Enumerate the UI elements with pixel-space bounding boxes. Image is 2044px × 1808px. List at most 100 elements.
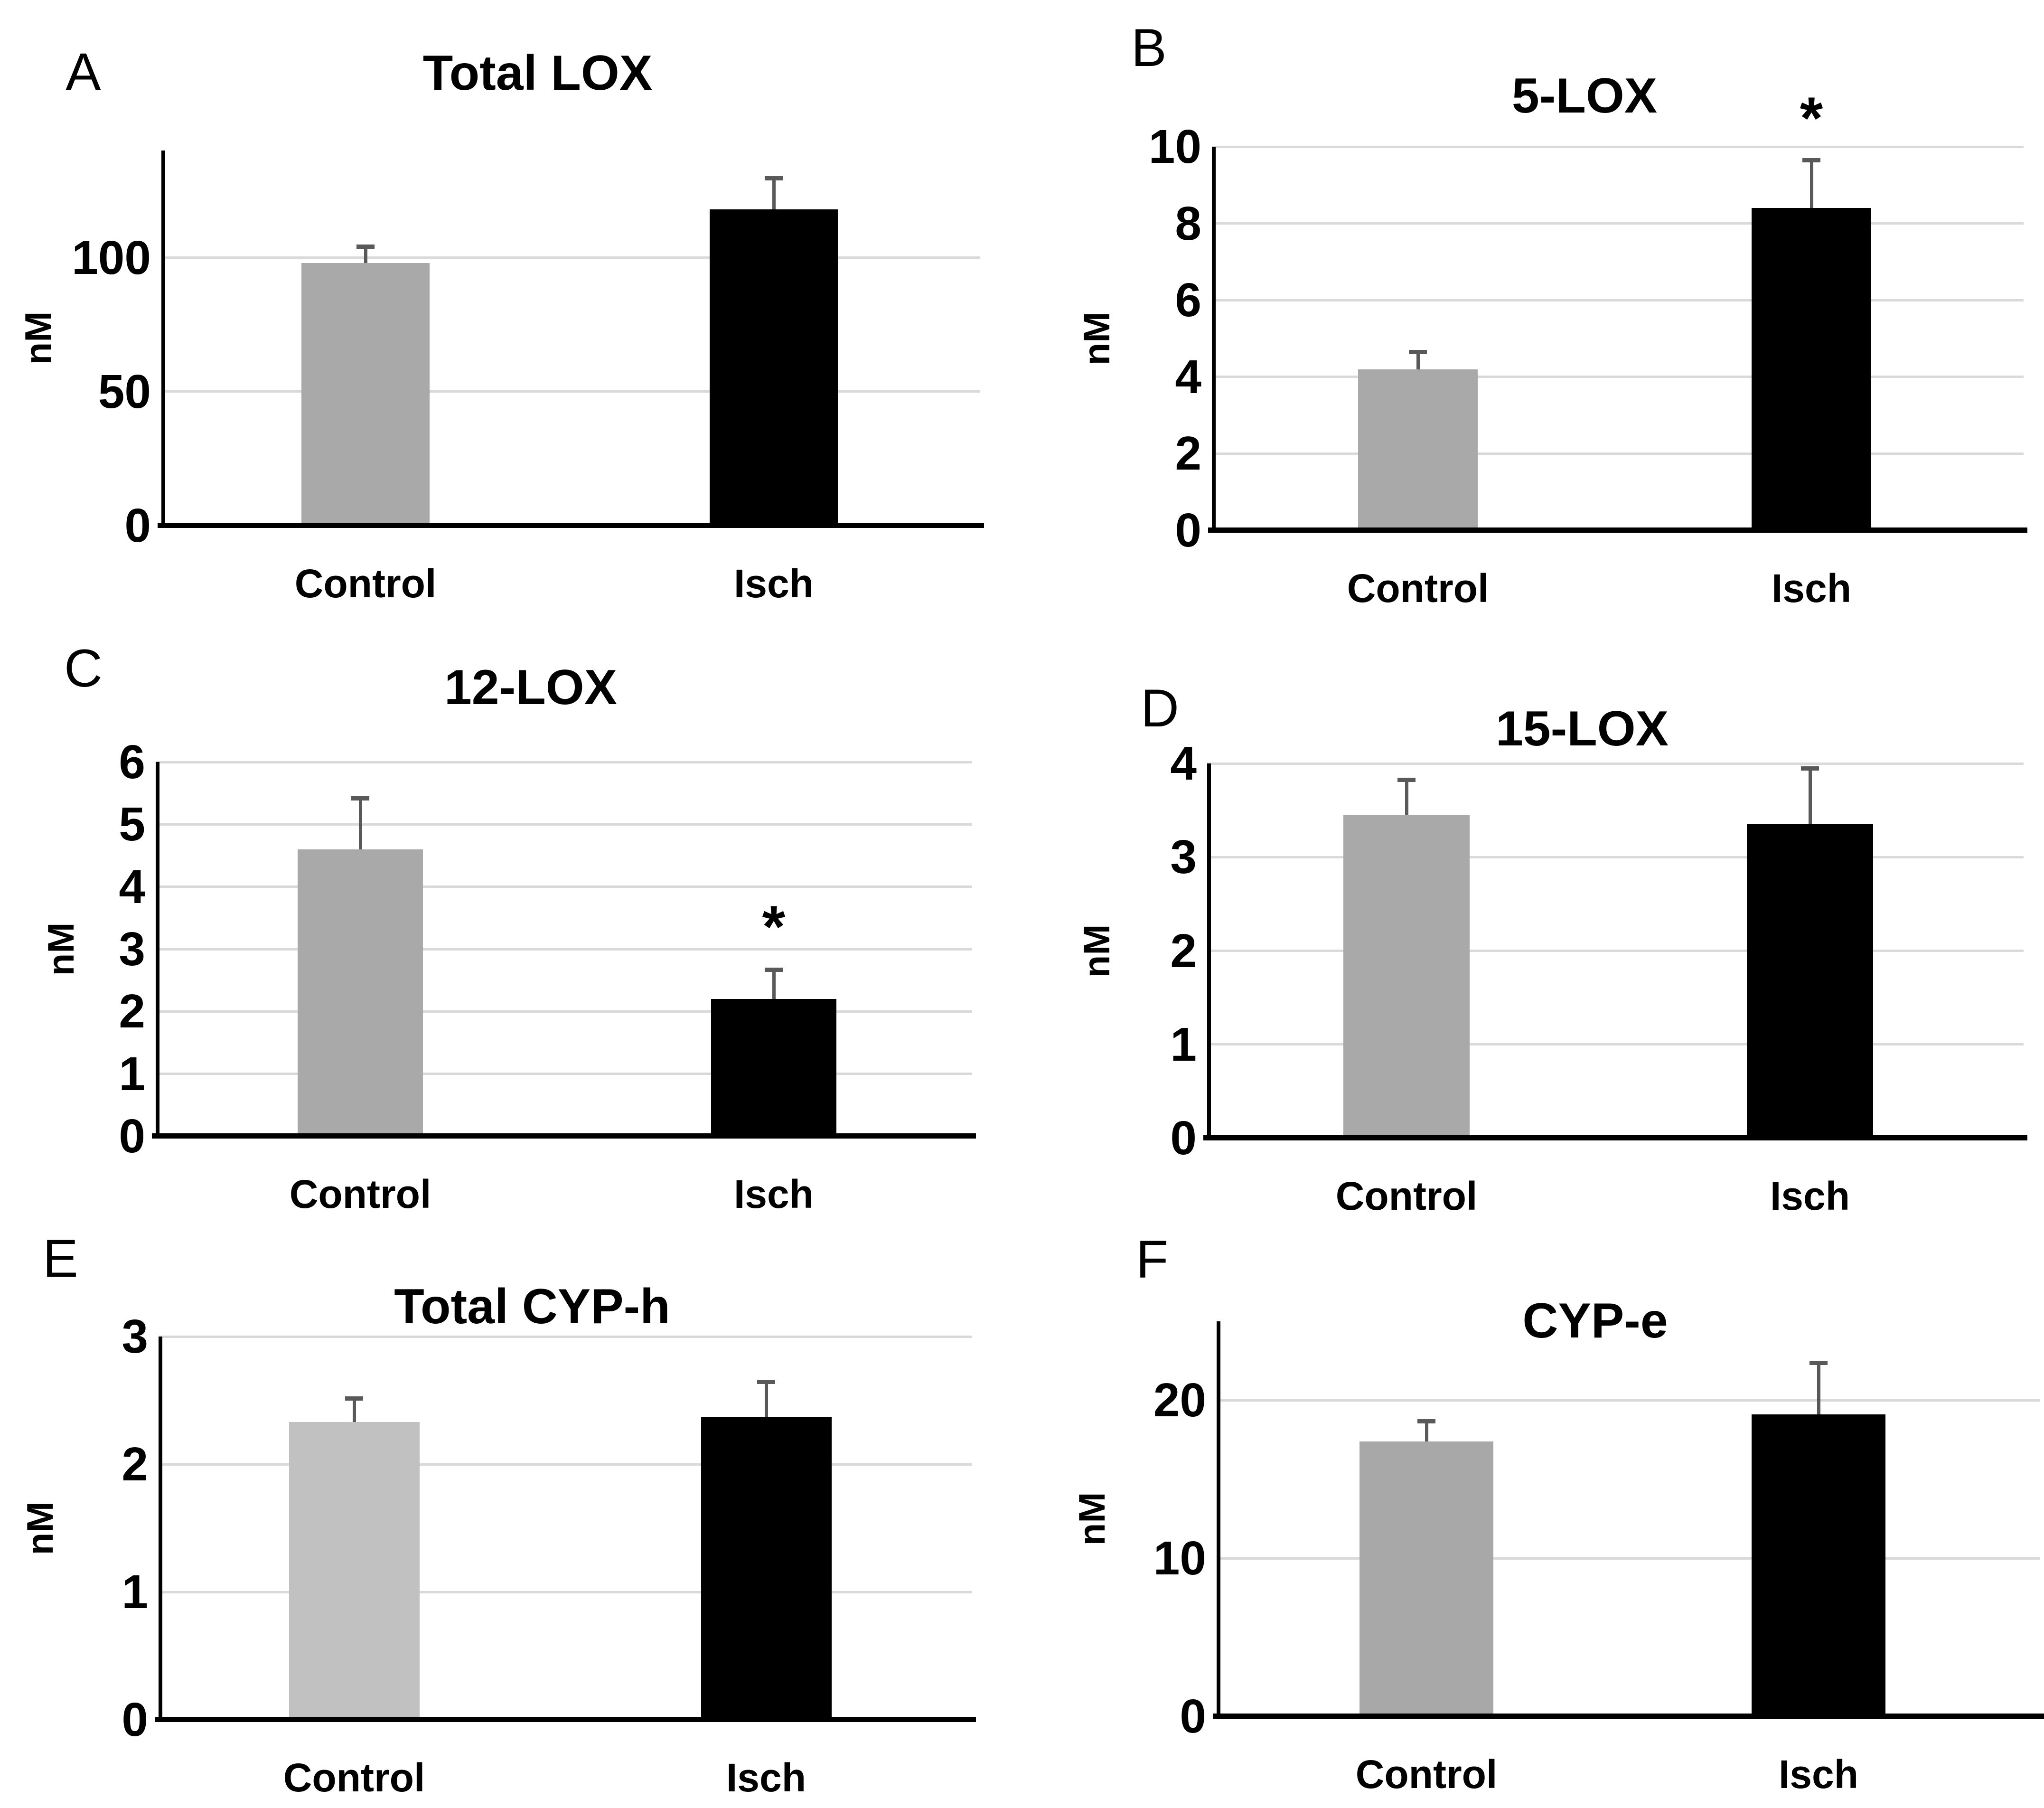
- x-category-label: Isch: [733, 1172, 814, 1216]
- y-tick-label: 5: [119, 798, 145, 851]
- bar-control: [298, 849, 423, 1136]
- y-tick-label: 0: [1170, 1111, 1197, 1165]
- y-tick-label: 2: [1175, 427, 1201, 480]
- chart-title-e: Total CYP-h: [394, 1279, 670, 1334]
- x-category-label: Control: [1347, 566, 1489, 611]
- x-axis-line: [158, 523, 984, 528]
- error-bar: [364, 244, 367, 263]
- y-axis-line: [1207, 763, 1211, 1138]
- gridline: [1212, 452, 2024, 455]
- gridline: [156, 823, 972, 826]
- gridline: [156, 1073, 972, 1075]
- chart-title-f: CYP-e: [1522, 1293, 1668, 1348]
- x-category-label: Isch: [726, 1755, 806, 1800]
- gridline: [1217, 1399, 2040, 1402]
- bar-control: [289, 1422, 420, 1720]
- bar-control: [1360, 1441, 1493, 1716]
- panel-letter-e: E: [43, 1229, 78, 1288]
- gridline: [161, 256, 980, 259]
- gridline: [1212, 222, 2024, 225]
- gridline: [1207, 762, 2024, 765]
- gridline: [159, 1591, 972, 1593]
- significance-asterisk: *: [762, 894, 786, 960]
- bar-control: [1343, 815, 1470, 1138]
- error-bar: [1416, 350, 1420, 369]
- error-bar: [1425, 1419, 1428, 1441]
- gridline: [161, 390, 980, 393]
- panel-f: F CYP-e 0 10 20 nM Control Isch: [1022, 1205, 2044, 1808]
- gridline: [1212, 376, 2024, 378]
- error-bar-cap: [351, 796, 369, 801]
- error-bar: [1810, 158, 1813, 208]
- y-tick-label: 100: [72, 231, 151, 284]
- error-bar-cap: [765, 968, 783, 972]
- y-tick-label: 4: [1170, 737, 1197, 790]
- y-tick-label: 8: [1175, 197, 1201, 250]
- x-category-label: Isch: [733, 561, 814, 606]
- chart-title-b: 5-LOX: [1511, 68, 1658, 123]
- y-tick-label: 0: [124, 499, 151, 552]
- gridline: [1207, 1043, 2024, 1046]
- plot-area-e: Control Isch: [155, 1335, 976, 1798]
- x-category-label: Isch: [1778, 1752, 1859, 1797]
- bar-isch: [701, 1417, 832, 1720]
- gridline: [1207, 856, 2024, 858]
- y-tick-label: 3: [119, 923, 145, 976]
- y-tick-label: 3: [122, 1310, 148, 1363]
- plot-area-d: Control Isch: [1203, 762, 2027, 1216]
- error-bar: [1405, 777, 1408, 815]
- error-bar-cap: [356, 244, 375, 249]
- plot-area-f: Control Isch: [1213, 1321, 2044, 1794]
- error-bar-cap: [1801, 766, 1819, 771]
- error-bar-cap: [765, 176, 783, 180]
- y-tick-label: 2: [122, 1438, 148, 1491]
- x-axis-line: [152, 1133, 976, 1139]
- bar-isch: [1752, 1414, 1885, 1716]
- bar-isch: [1747, 824, 1873, 1138]
- error-bar-cap: [1810, 1361, 1828, 1365]
- error-bar: [358, 796, 362, 849]
- error-bar-cap: [1802, 158, 1820, 163]
- gridline: [1217, 1557, 2040, 1560]
- y-tick-label: 2: [1170, 924, 1197, 978]
- x-category-label: Control: [1355, 1752, 1498, 1797]
- y-axis-line: [156, 762, 159, 1136]
- y-tick-label: 0: [1175, 504, 1201, 557]
- x-category-label: Control: [289, 1172, 431, 1216]
- gridline: [156, 885, 972, 888]
- y-axis-unit-label: nM: [19, 1501, 61, 1555]
- panel-letter-a: A: [66, 42, 101, 102]
- x-axis-line: [1213, 1714, 2044, 1719]
- error-bar: [1808, 766, 1812, 825]
- y-axis-line: [159, 1337, 162, 1720]
- y-tick-label: 4: [1175, 350, 1201, 404]
- error-bar: [772, 968, 776, 999]
- y-axis-line: [1212, 147, 1216, 530]
- error-bar-cap: [1409, 350, 1427, 355]
- gridline: [156, 1010, 972, 1013]
- panel-a: A Total LOX 0 50 100 nM Control Isch: [0, 0, 1022, 603]
- y-tick-label: 0: [119, 1110, 145, 1163]
- x-category-label: Control: [283, 1755, 425, 1800]
- x-category-label: Control: [1335, 1174, 1478, 1218]
- y-tick-label: 0: [122, 1693, 148, 1746]
- plot-area-b: Control Isch *: [1208, 89, 2027, 608]
- gridline: [159, 1335, 972, 1338]
- x-category-label: Control: [294, 561, 437, 606]
- y-tick-label: 20: [1153, 1374, 1206, 1427]
- chart-title-a: Total LOX: [422, 46, 653, 101]
- y-tick-label: 3: [1170, 830, 1197, 884]
- panel-b: B 5-LOX 0 2 4 6 8 10 nM Control Isch *: [1022, 0, 2044, 608]
- y-tick-label: 50: [98, 365, 151, 418]
- y-tick-label: 1: [122, 1565, 148, 1619]
- x-axis-line: [1208, 527, 2027, 533]
- gridline: [159, 1463, 972, 1466]
- gridline: [156, 761, 972, 763]
- y-tick-label: 1: [1170, 1017, 1197, 1071]
- y-tick-label: 6: [119, 735, 145, 789]
- x-axis-line: [1203, 1135, 2027, 1140]
- plot-area-a: Control Isch: [158, 151, 984, 603]
- panel-letter-d: D: [1141, 678, 1179, 738]
- chart-title-d: 15-LOX: [1495, 701, 1669, 756]
- y-axis-unit-label: nM: [17, 311, 59, 365]
